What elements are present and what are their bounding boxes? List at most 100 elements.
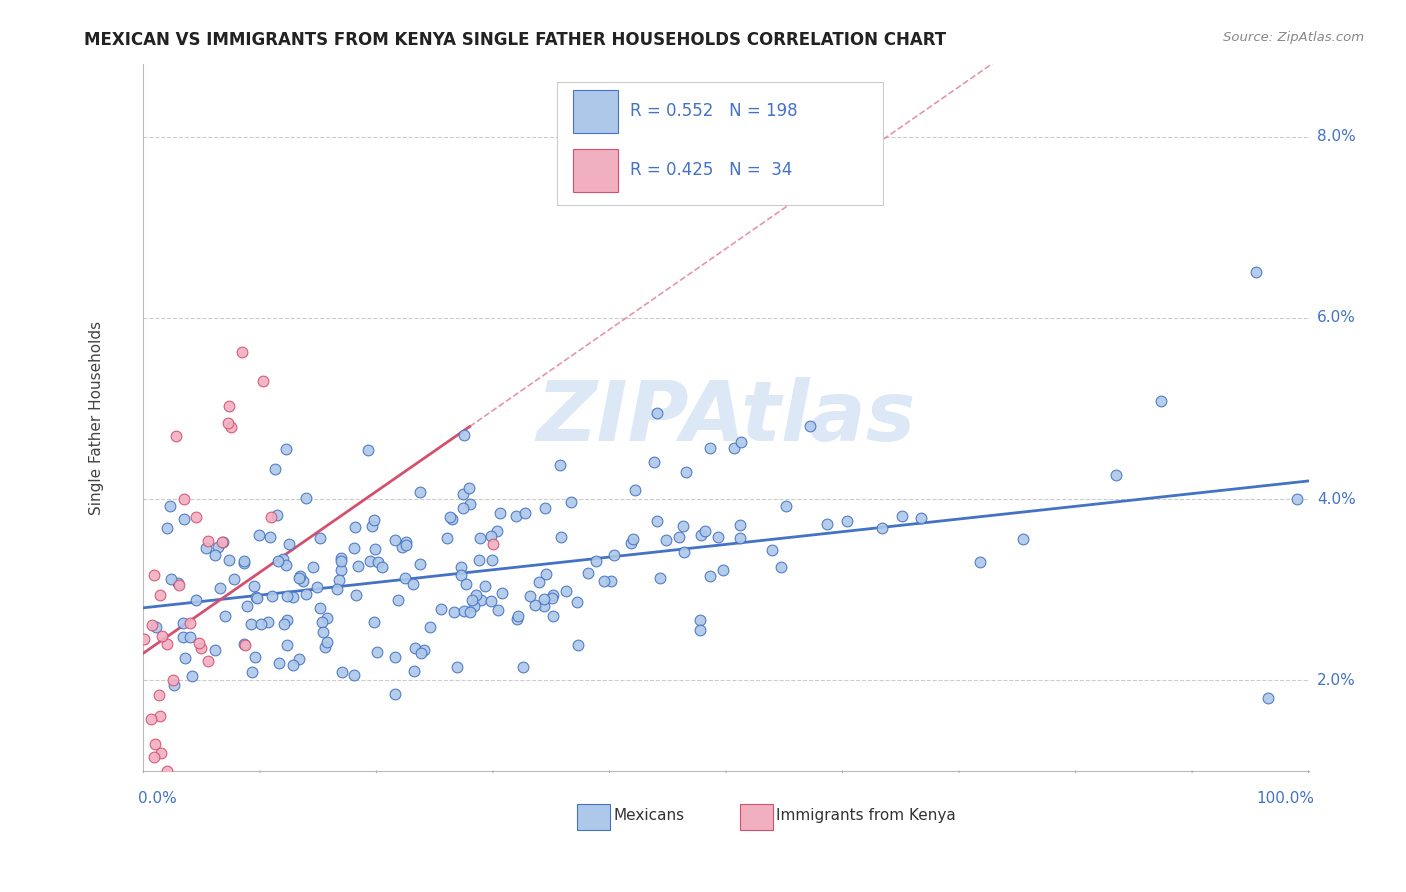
Point [160,572,183,586]
FancyBboxPatch shape [574,90,617,133]
Point [647,406,669,420]
Point [243,579,266,593]
Text: Source: ZipAtlas.com: Source: ZipAtlas.com [1223,31,1364,45]
Point [211,535,233,549]
Point [593,574,616,588]
Point [404,664,426,678]
Point [541,591,564,605]
Point [187,636,209,650]
Point [969,555,991,569]
Point [623,483,645,497]
Point [218,399,240,413]
Point [367,555,389,569]
Point [273,616,295,631]
Point [156,637,179,651]
Point [330,554,353,568]
Point [149,709,172,723]
Point [689,528,711,542]
Point [672,518,695,533]
Point [555,583,578,598]
Point [218,553,240,567]
Point [730,532,752,546]
Point [890,508,912,523]
Point [533,501,555,516]
Point [463,599,485,613]
Point [204,643,226,657]
Point [209,581,232,595]
Point [775,499,797,513]
Point [165,428,187,442]
Point [172,630,194,644]
Point [479,529,502,543]
Point [412,643,434,657]
Point [222,572,245,586]
Point [643,455,665,469]
Point [486,524,509,539]
Point [560,495,582,509]
Point [458,481,481,495]
Point [259,530,281,544]
Point [267,656,290,670]
Point [585,553,607,567]
Point [276,442,298,457]
Point [488,506,510,520]
Point [245,591,267,605]
Point [817,517,839,532]
Point [276,613,298,627]
Point [769,559,792,574]
Point [281,590,304,604]
Point [287,571,309,585]
Point [184,510,207,524]
Point [172,616,194,631]
Point [173,491,195,506]
Point [266,508,288,522]
Point [506,608,529,623]
Point [419,620,441,634]
Point [533,591,555,606]
Point [295,491,318,505]
Point [214,608,236,623]
Point [342,668,364,682]
Point [621,532,644,546]
Point [456,577,478,591]
Point [148,688,170,702]
Point [384,533,406,547]
Point [167,578,190,592]
Point [446,659,468,673]
Point [343,541,366,556]
Text: 100.0%: 100.0% [1257,790,1315,805]
Point [247,528,270,542]
Point [149,746,172,760]
Point [236,599,259,613]
Point [450,568,472,582]
Point [252,374,274,388]
Point [139,712,162,726]
Point [655,533,678,548]
Point [461,593,484,607]
Point [436,531,458,545]
Point [395,535,418,549]
Point [162,673,184,688]
Point [159,500,181,514]
Point [343,520,366,534]
Point [391,540,413,554]
Text: 0.0%: 0.0% [138,790,176,805]
Point [451,487,474,501]
Text: 4.0%: 4.0% [1317,491,1355,507]
Point [404,640,426,655]
Point [394,571,416,585]
Point [761,542,783,557]
Point [565,595,588,609]
Point [184,593,207,607]
Point [513,506,536,520]
Point [359,554,381,568]
Point [468,531,491,545]
Point [314,640,336,654]
Point [482,537,505,551]
Point [370,560,392,574]
Point [217,416,239,430]
Point [249,616,271,631]
Point [347,559,370,574]
Point [363,513,385,527]
Point [281,657,304,672]
